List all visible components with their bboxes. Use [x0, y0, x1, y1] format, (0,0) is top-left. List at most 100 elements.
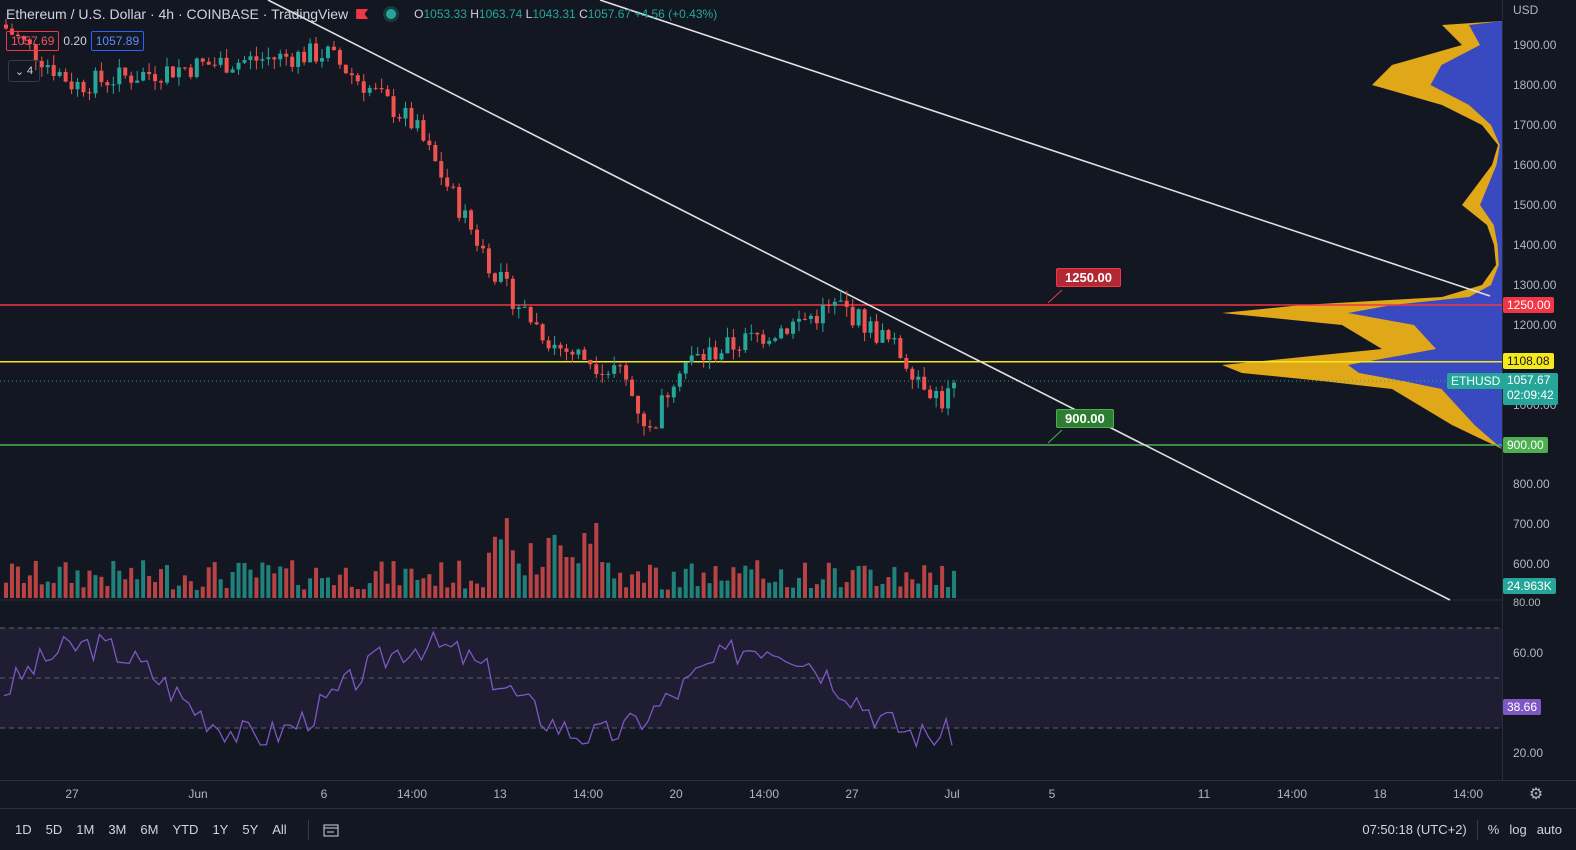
auto-toggle[interactable]: auto: [1536, 822, 1562, 837]
log-toggle[interactable]: log: [1509, 822, 1527, 837]
range-ytd[interactable]: YTD: [172, 822, 199, 837]
candle: [99, 70, 104, 83]
volume-bar: [492, 536, 497, 598]
volume-bar: [397, 585, 402, 598]
candle: [874, 321, 879, 343]
time-axis[interactable]: 27 Jun 6 14:00 13 14:00 20 14:00 27 Jul …: [0, 780, 1576, 809]
volume-bar: [475, 583, 480, 598]
volume-bar: [773, 581, 778, 598]
volume-bar: [540, 566, 545, 598]
sell-button[interactable]: 1057.69: [6, 31, 60, 51]
candle: [343, 64, 348, 74]
volume-bar: [314, 567, 319, 598]
symbol-title[interactable]: Ethereum / U.S. Dollar · 4h · COINBASE ·…: [6, 6, 349, 22]
buy-button[interactable]: 1057.89: [90, 31, 145, 51]
candle: [206, 61, 211, 65]
candle: [928, 389, 933, 399]
candle: [433, 145, 438, 162]
candle: [421, 120, 426, 141]
candle: [349, 73, 354, 76]
volume-bar: [862, 565, 867, 598]
volume-bar: [922, 565, 927, 598]
volume-bar: [331, 585, 336, 598]
indicators-toggle[interactable]: ⌄ 4: [8, 60, 40, 82]
volume-bar: [242, 563, 247, 598]
volume-bar: [409, 568, 414, 598]
volume-bar: [200, 586, 205, 598]
candle: [498, 271, 503, 282]
volume-bar: [808, 588, 813, 598]
support-annotation[interactable]: 900.00: [1056, 409, 1114, 428]
volume-bar: [272, 573, 277, 598]
candle: [469, 210, 474, 230]
volume-bar: [731, 567, 736, 598]
price-tick: 1800.00: [1513, 78, 1557, 92]
volume-bar: [230, 571, 235, 598]
volume-bar: [427, 574, 432, 598]
divider: [307, 819, 309, 840]
range-5d[interactable]: 5D: [45, 822, 63, 837]
range-6m[interactable]: 6M: [140, 822, 159, 837]
market-status-icon: [386, 9, 397, 19]
candle: [641, 413, 646, 427]
resistance-annotation[interactable]: 1250.00: [1056, 268, 1121, 287]
candle: [898, 338, 903, 358]
rsi-value-label: 38.66: [1503, 699, 1542, 715]
volume-bar: [653, 567, 658, 598]
candle: [671, 386, 676, 398]
candle: [785, 328, 790, 334]
candle: [182, 67, 187, 69]
candle: [463, 210, 468, 218]
volume-bar: [367, 583, 372, 598]
volume-bar: [797, 577, 802, 598]
ohlc-values: O1053.33 H1063.74 L1043.31 C1057.67 +4.5…: [414, 7, 718, 21]
volume-bar: [946, 587, 951, 598]
candle: [910, 368, 915, 380]
gear-icon[interactable]: ⚙: [1528, 786, 1544, 803]
range-1d[interactable]: 1D: [15, 822, 32, 837]
volume-bar: [266, 565, 271, 598]
candle: [69, 81, 74, 90]
volume-bar: [886, 577, 891, 598]
candle: [844, 300, 849, 307]
candle: [391, 96, 396, 118]
candle: [284, 53, 289, 57]
percent-toggle[interactable]: %: [1487, 822, 1500, 837]
time-tick: 27: [65, 787, 79, 801]
time-tick: 14:00: [1452, 787, 1484, 801]
candle: [164, 66, 169, 83]
candle: [701, 354, 706, 361]
candle: [797, 318, 802, 322]
candle: [767, 340, 772, 344]
clock-time[interactable]: 07:50:18 (UTC+2): [1362, 822, 1467, 837]
bid-ask-panel: 1057.69 0.20 1057.89: [6, 31, 145, 51]
range-5y[interactable]: 5Y: [242, 822, 259, 837]
volume-bar: [379, 561, 384, 598]
range-3m[interactable]: 3M: [108, 822, 127, 837]
volume-bar: [779, 569, 784, 598]
volume-bar: [463, 588, 468, 598]
time-tick: 14:00: [748, 787, 780, 801]
volume-bar: [63, 562, 68, 598]
volume-bar: [415, 579, 420, 598]
volume-bar: [39, 584, 44, 598]
flag-icon[interactable]: [356, 9, 369, 19]
volume-bar: [421, 578, 426, 598]
volume-profile-down: [1348, 21, 1502, 449]
price-scale[interactable]: USD 1900.00 1800.00 1700.00 1600.00 1500…: [1502, 0, 1576, 780]
volume-bar: [433, 585, 438, 598]
candle: [737, 349, 742, 351]
range-1m[interactable]: 1M: [76, 822, 95, 837]
range-1y[interactable]: 1Y: [212, 822, 229, 837]
volume-bar: [373, 571, 378, 598]
price-chart[interactable]: [0, 0, 1502, 780]
candle: [27, 39, 32, 45]
range-all[interactable]: All: [272, 822, 287, 837]
candle: [314, 43, 319, 62]
calendar-range-icon[interactable]: [323, 823, 339, 837]
currency-label[interactable]: USD: [1513, 3, 1539, 17]
candle: [588, 359, 593, 365]
volume-bar: [129, 567, 134, 598]
candle: [200, 58, 205, 62]
candle: [373, 87, 378, 89]
